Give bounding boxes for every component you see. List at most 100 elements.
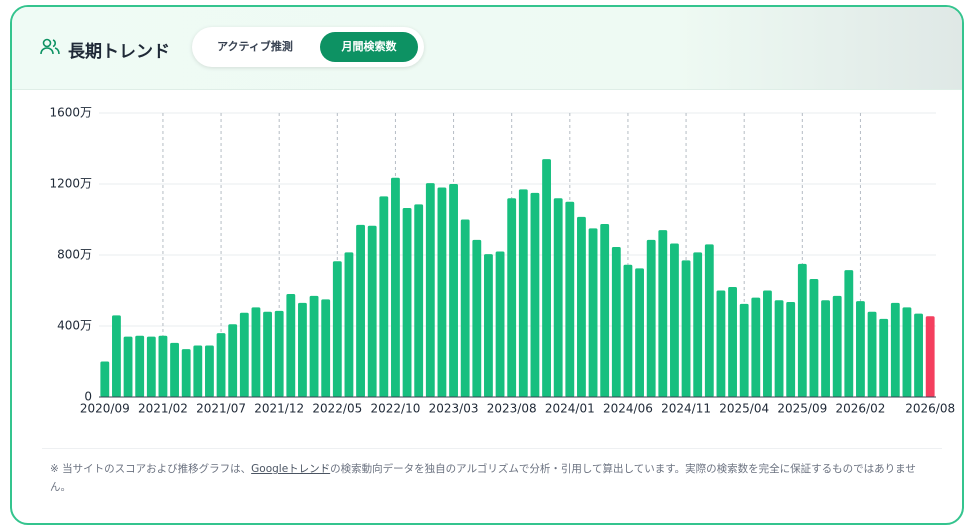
bar [832,295,842,397]
bar [565,201,575,397]
chart: 0 400万 800万 1200万 1600万 2020/09 2021/02 2021/07… [49,106,955,416]
bar [774,300,784,397]
bar [797,263,807,397]
bar [216,333,226,397]
x-tick-label: 2022/05 [312,402,362,416]
tab-group: アクティブ推測 月間検索数 [192,27,424,67]
bar [286,294,296,397]
bar [763,290,772,397]
x-tick-label: 2024/01 [545,402,595,416]
bar [449,184,458,397]
bar [914,313,923,397]
tab[interactable]: アクティブ推測 [217,40,293,53]
bar [821,300,830,397]
bar [646,239,656,397]
bar [472,239,482,397]
bar [716,290,726,397]
bar [844,270,854,397]
note-text: ※ 当サイトのスコアおよび推移グラフは、 [50,463,252,475]
bar [623,264,633,397]
x-tick-label: 2024/06 [603,402,653,416]
bar [309,295,319,397]
bar [786,302,796,397]
bar [321,299,331,397]
bar [181,349,191,397]
bar [879,318,889,397]
bar [856,301,865,397]
bar [577,216,586,397]
bar [728,286,737,397]
x-tick-label: 2025/04 [719,402,769,416]
x-tick-label: 2021/02 [138,402,188,416]
bar [588,228,598,397]
bar [298,302,307,397]
note-link[interactable]: Googleトレンド [251,463,331,475]
bar [507,198,517,397]
y-tick-label: 400万 [57,319,92,333]
card-header: 長期トレンド アクティブ推測 月間検索数 [12,7,962,90]
users-icon [40,38,60,55]
x-tick-label: 2023/08 [487,402,537,416]
bar [670,243,679,397]
bar [356,224,365,397]
bar [379,196,389,397]
x-tick-label: 2021/12 [254,402,304,416]
bar [344,252,354,397]
x-tick-label: 2023/03 [429,402,479,416]
bar [367,225,377,397]
bar [437,187,447,397]
y-tick-label: 0 [84,390,92,404]
bar [228,324,238,397]
y-tick-label: 800万 [57,248,92,262]
bar [867,311,877,397]
bar [402,207,412,397]
y-tick-label: 1600万 [49,106,92,120]
x-tick-label: 2020/09 [80,402,130,416]
bar [251,307,261,397]
bar [542,159,551,397]
bar [193,345,203,397]
bar [681,260,691,397]
bar [518,189,528,397]
tab-active[interactable]: 月間検索数 [320,32,418,62]
bar [425,183,435,397]
bar [263,311,272,397]
bar [902,307,912,397]
bar [146,336,156,397]
bar [739,303,749,397]
bar [890,302,900,397]
bar [751,297,761,397]
bar [158,335,168,397]
bar [135,335,145,397]
bar [925,316,935,397]
bar [530,192,540,397]
x-tick-label: 2024/11 [661,402,711,416]
x-tick-label: 2026/02 [836,402,886,416]
y-tick-label: 1200万 [49,177,92,191]
bar [414,204,424,397]
section-title: 長期トレンド [68,42,170,62]
bar [611,247,621,397]
bar [391,177,400,397]
bar [170,342,179,397]
bar [809,278,819,397]
x-tick-label: 2021/07 [196,402,246,416]
bar [332,261,342,397]
bar [635,268,644,397]
bar [704,244,714,397]
bar [484,254,493,397]
bar [100,361,110,397]
x-tick-label: 2025/09 [777,402,827,416]
bar [553,198,563,397]
bar [600,223,610,397]
bar [658,230,668,397]
disclaimer: ※ 当サイトのスコアおよび推移グラフは、Googleトレンドの検索動向データを独… [50,460,930,496]
x-tick-label: 2022/10 [371,402,421,416]
note-text: の検索動向データを独自のアルゴリズムで分析・引用して算出しています。実際の検索数… [50,463,916,493]
bar [693,252,703,397]
divider [42,448,942,449]
bar [460,219,470,397]
x-tick-label: 2026/08 [905,402,955,416]
bar [205,345,214,397]
